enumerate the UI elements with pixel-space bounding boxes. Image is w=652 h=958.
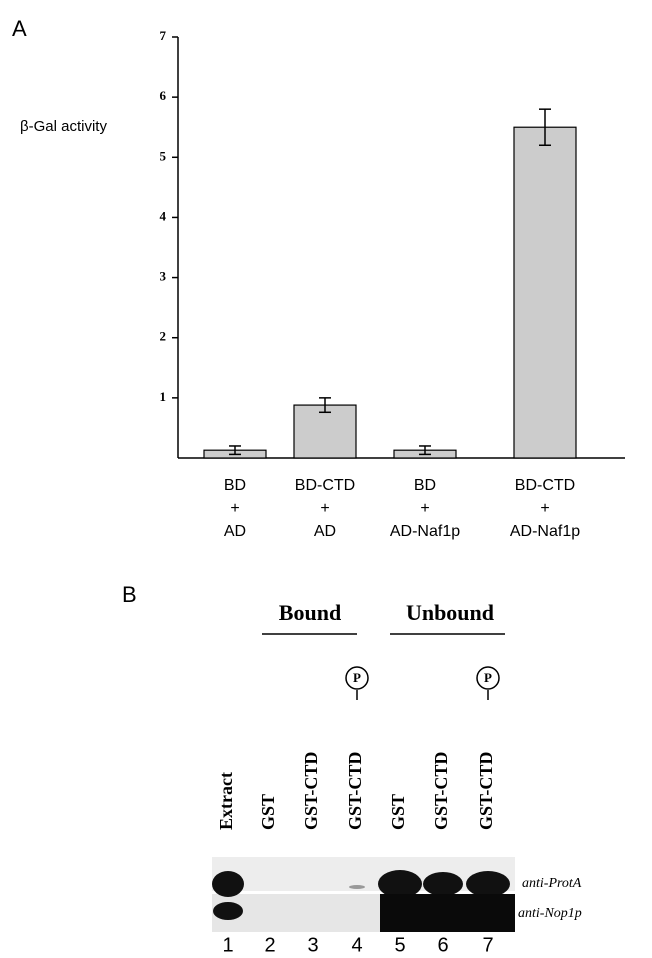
bar [514, 127, 576, 458]
band [380, 894, 515, 932]
x-tick-label: + [320, 500, 329, 517]
x-tick-label: + [540, 500, 549, 517]
lane-number: 1 [222, 934, 233, 956]
x-tick-label: AD-Naf1p [390, 523, 460, 540]
lane-label: GST-CTD [431, 752, 451, 830]
x-tick-label: + [420, 500, 429, 517]
blot-label: anti-Nop1p [518, 906, 582, 921]
panel-label: A [12, 16, 27, 41]
y-tick-label: 6 [160, 88, 167, 103]
lane-label: GST [258, 794, 278, 830]
lane-number: 2 [264, 934, 275, 956]
phospho-label: P [353, 670, 361, 685]
blot-label: anti-ProtA [522, 876, 582, 891]
lane-number: 4 [351, 934, 362, 956]
phospho-label: P [484, 670, 492, 685]
lane-number: 3 [307, 934, 318, 956]
y-tick-label: 5 [160, 148, 167, 163]
x-tick-label: BD [224, 477, 246, 494]
lane-number: 5 [394, 934, 405, 956]
y-tick-label: 3 [160, 269, 167, 284]
page: A β-Gal activity B 1 2 3 4 5 6 7 BD + AD BD-CTD + AD… [0, 0, 652, 958]
x-tick-label: BD [414, 477, 436, 494]
figure: A β-Gal activity B 1 2 3 4 5 6 7 BD + AD BD-CTD + AD… [0, 0, 652, 958]
y-tick-label: 1 [160, 389, 167, 404]
band [466, 871, 510, 897]
group-label: Unbound [406, 600, 494, 625]
x-tick-label: + [230, 500, 239, 517]
band [349, 885, 365, 889]
lane-number: 6 [437, 934, 448, 956]
y-axis-label: β-Gal activity [20, 118, 107, 135]
band [423, 872, 463, 896]
x-tick-label: BD-CTD [515, 477, 575, 494]
y-tick-label: 4 [160, 208, 167, 223]
lane-label: GST [388, 794, 408, 830]
band [213, 902, 243, 920]
x-tick-label: AD [314, 523, 336, 540]
x-tick-label: BD-CTD [295, 477, 355, 494]
y-tick-label: 7 [160, 28, 167, 43]
lane-number: 7 [482, 934, 493, 956]
lane-label: GST-CTD [476, 752, 496, 830]
y-tick-label: 2 [160, 329, 167, 344]
lane-label: Extract [216, 772, 236, 830]
band [212, 871, 244, 897]
x-tick-label: AD-Naf1p [510, 523, 580, 540]
lane-label: GST-CTD [301, 752, 321, 830]
group-label: Bound [279, 600, 341, 625]
panel-label: B [122, 582, 137, 607]
lane-label: GST-CTD [345, 752, 365, 830]
band [378, 870, 422, 898]
x-tick-label: AD [224, 523, 246, 540]
